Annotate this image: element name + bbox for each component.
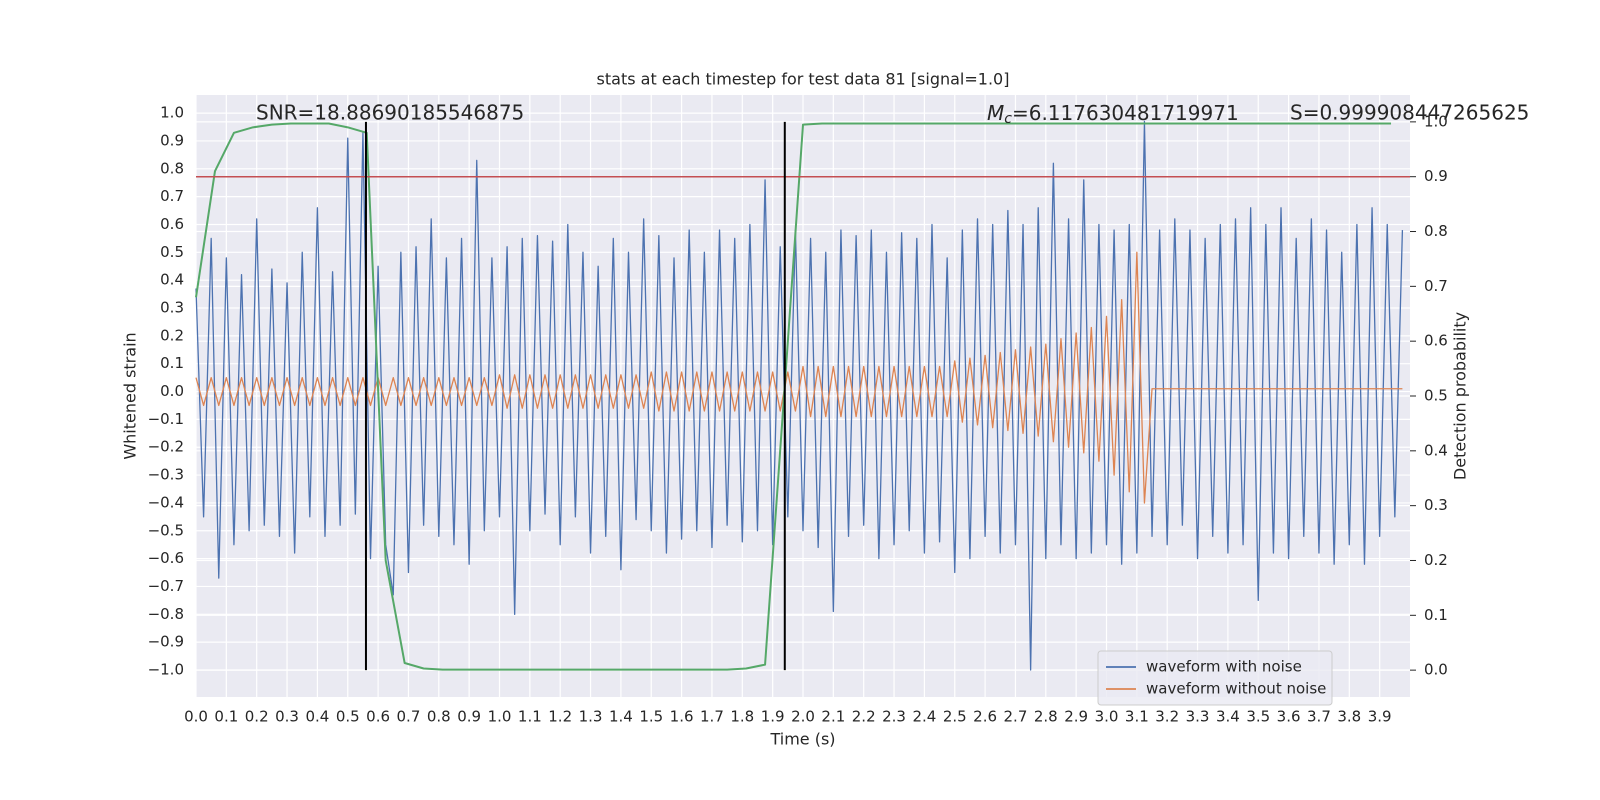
x-axis-label: Time (s) [769,730,835,749]
mc-value: =6.117630481719971 [1012,101,1239,125]
x-tick-label: 1.8 [730,708,754,726]
y-tick-label: 0.0 [160,382,184,400]
mc-subscript: c [1004,111,1012,127]
y2-tick-label: 1.0 [1424,112,1448,130]
y2-tick-label: 0.4 [1424,441,1448,459]
y2-tick-label: 0.6 [1424,332,1448,350]
y-axis-label: Whitened strain [121,332,140,459]
x-tick-label: 2.7 [1004,708,1028,726]
x-tick-label: 0.3 [275,708,299,726]
x-tick-label: 2.9 [1064,708,1088,726]
y2-tick-label: 0.2 [1424,551,1448,569]
x-tick-label: 0.6 [366,708,390,726]
series-line [195,122,1392,671]
y-tick-label: −0.2 [148,438,184,456]
s-annotation: S=0.999908447265625 [1290,101,1529,125]
x-tick-label: 0.5 [336,708,360,726]
x-tick-label: 0.8 [427,708,451,726]
x-tick-label: 0.1 [214,708,238,726]
x-tick-label: 3.4 [1216,708,1240,726]
x-tick-label: 2.4 [912,708,936,726]
x-tick-label: 2.8 [1034,708,1058,726]
y2-tick-label: 0.5 [1424,387,1448,405]
y-tick-label: −0.3 [148,466,184,484]
y2-tick-label: 0.9 [1424,167,1448,185]
x-tick-label: 1.5 [639,708,663,726]
y-tick-label: 0.9 [160,131,184,149]
y-tick-label: −0.8 [148,605,184,623]
x-tick-label: 3.3 [1186,708,1210,726]
x-tick-label: 2.3 [882,708,906,726]
x-tick-label: 3.2 [1155,708,1179,726]
legend-label: waveform without noise [1146,680,1326,698]
x-tick-label: 3.1 [1125,708,1149,726]
y-tick-label: −0.6 [148,549,184,567]
chart-title: stats at each timestep for test data 81 … [597,70,1010,89]
x-tick-label: 3.8 [1337,708,1361,726]
x-tick-label: 3.9 [1368,708,1392,726]
y2-tick-label: 0.3 [1424,496,1448,514]
x-tick-label: 2.2 [852,708,876,726]
mc-annotation: Mc=6.117630481719971 [987,101,1239,128]
legend-label: waveform with noise [1146,658,1302,676]
x-tick-label: 3.5 [1246,708,1270,726]
y-tick-label: 1.0 [160,104,184,122]
y2-tick-label: 0.8 [1424,222,1448,240]
x-tick-label: 3.7 [1307,708,1331,726]
y-tick-label: −0.4 [148,493,184,511]
y-tick-label: 0.3 [160,299,184,317]
x-tick-label: 0.7 [397,708,421,726]
x-tick-label: 1.1 [518,708,542,726]
y-tick-label: 0.6 [160,215,184,233]
x-tick-label: 2.6 [973,708,997,726]
y-tick-label: 0.8 [160,159,184,177]
y-tick-label: 0.5 [160,243,184,261]
series-line [195,251,1403,504]
x-tick-label: 1.0 [488,708,512,726]
x-tick-label: 3.0 [1095,708,1119,726]
y2-tick-label: 0.0 [1424,661,1448,679]
mc-symbol: M [987,101,1004,125]
y2-tick-label: 0.7 [1424,277,1448,295]
legend-box [1097,650,1333,706]
y2-axis-label: Detection probability [1451,312,1470,480]
marks [195,120,1410,671]
y-tick-label: −0.5 [148,521,184,539]
x-tick-label: 0.4 [305,708,329,726]
y-tick-label: 0.1 [160,354,184,372]
x-tick-label: 1.3 [579,708,603,726]
x-tick-label: 1.4 [609,708,633,726]
x-tick-label: 2.1 [821,708,845,726]
x-tick-label: 1.9 [761,708,785,726]
y-tick-label: −0.7 [148,577,184,595]
y2-tick-label: 0.1 [1424,606,1448,624]
y-tick-label: 0.2 [160,326,184,344]
x-tick-label: 1.2 [548,708,572,726]
x-tick-label: 1.6 [670,708,694,726]
x-tick-label: 2.5 [943,708,967,726]
x-tick-label: 3.6 [1277,708,1301,726]
legend: waveform with noise waveform without nois… [1097,650,1333,706]
y-tick-label: −0.9 [148,633,184,651]
x-tick-label: 0.2 [245,708,269,726]
x-tick-label: 2.0 [791,708,815,726]
y-tick-label: 0.4 [160,271,184,289]
x-tick-label: 0.9 [457,708,481,726]
y-tick-label: 0.7 [160,187,184,205]
y-tick-label: −1.0 [148,660,184,678]
snr-annotation: SNR=18.88690185546875 [256,101,524,125]
series-line [195,120,1404,671]
x-tick-label: 1.7 [700,708,724,726]
y-tick-label: −0.1 [148,410,184,428]
x-tick-label: 0.0 [184,708,208,726]
